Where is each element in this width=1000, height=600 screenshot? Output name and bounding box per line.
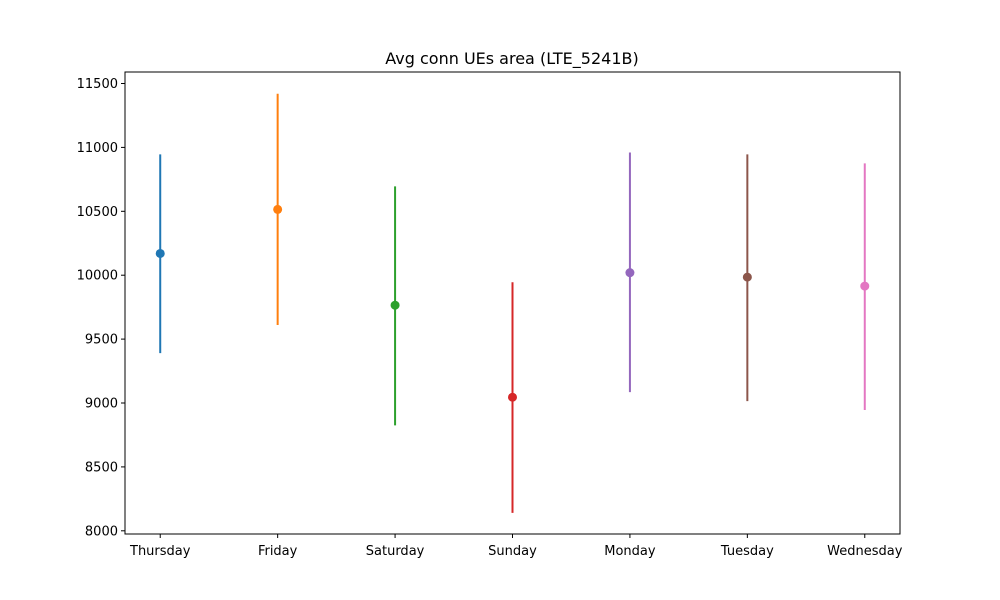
x-tick-label: Tuesday (720, 544, 774, 559)
y-tick-label: 11500 (77, 77, 118, 92)
x-tick-label: Saturday (366, 544, 425, 559)
y-tick-label: 9000 (85, 397, 118, 412)
mean-point-thursday (155, 248, 165, 258)
y-tick-label: 8000 (85, 524, 118, 539)
y-tick-label: 10000 (77, 269, 118, 284)
x-tick-label: Monday (604, 544, 656, 559)
mean-point-tuesday (742, 272, 752, 282)
mean-point-monday (625, 268, 635, 278)
mean-point-sunday (508, 392, 517, 402)
chart-title: Avg conn UEs area (LTE_5241B) (385, 49, 638, 69)
mean-point-saturday (390, 300, 400, 310)
y-axis: 8000 8500 9000 9500 10000 10500 11000 11500 (77, 77, 125, 539)
error-bars (155, 93, 870, 513)
mean-point-friday (273, 204, 283, 214)
x-tick-label: Thursday (129, 544, 191, 559)
y-tick-label: 9500 (85, 333, 118, 348)
y-tick-label: 8500 (85, 460, 118, 475)
y-tick-label: 10500 (77, 205, 118, 220)
y-tick-label: 11000 (77, 141, 118, 156)
x-tick-label: Sunday (488, 544, 537, 559)
x-tick-label: Friday (258, 544, 298, 559)
x-tick-label: Wednesday (827, 544, 903, 559)
mean-point-wednesday (860, 281, 870, 291)
x-axis: Thursday Friday Saturday Sunday Monday Tuesda… (129, 534, 903, 559)
